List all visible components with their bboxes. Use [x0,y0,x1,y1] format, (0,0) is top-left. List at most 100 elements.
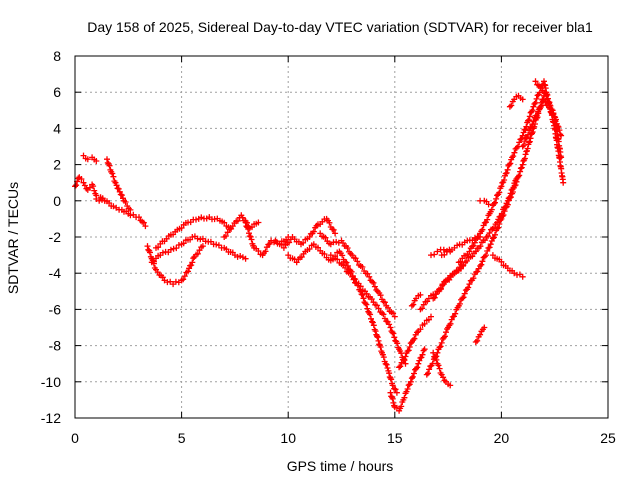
data-point [488,238,495,244]
data-point [519,273,526,280]
data-point [373,287,380,293]
data-point [388,376,395,383]
data-point [472,248,479,255]
data-point [558,132,565,139]
data-point [429,360,436,367]
data-point [348,268,355,275]
data-point [242,219,249,226]
data-point [383,361,390,368]
data-point [447,382,454,389]
data-point [550,110,557,117]
data-point [486,244,493,251]
series-arc24 [455,78,567,266]
data-point [410,301,417,308]
data-point [434,349,441,356]
data-point [115,185,122,192]
data-point [496,189,503,196]
data-point [508,102,515,109]
data-point [390,399,397,406]
data-point [310,228,317,235]
data-point [554,123,561,130]
data-point [455,267,461,274]
data-point [142,223,149,230]
data-point [484,248,491,254]
data-point [406,344,413,350]
data-point [81,182,88,189]
data-point [374,334,381,341]
y-tick-label: 6 [53,84,61,100]
data-point [213,241,220,248]
data-point [431,251,438,258]
data-point [371,283,378,290]
data-point [255,219,262,226]
data-point [560,179,567,186]
data-point [526,113,533,120]
data-point [234,217,241,224]
data-point [425,316,432,323]
data-point [334,256,341,263]
series-arc21 [423,92,547,378]
data-point [417,291,424,298]
data-point [93,158,100,164]
data-point [483,252,489,259]
data-point [185,268,191,275]
series-arc2 [80,152,100,164]
data-point [489,235,496,242]
data-point [404,348,411,355]
data-point [502,170,509,177]
data-point [175,242,182,248]
data-point [375,305,382,312]
data-point [401,356,408,363]
data-point [485,201,492,208]
data-point [90,183,97,190]
data-point [521,155,528,162]
data-point [391,334,398,341]
data-point [437,343,444,350]
data-point [370,279,377,286]
data-point [492,199,498,206]
data-point [280,244,287,251]
data-point [344,263,351,269]
data-point [546,99,553,106]
x-tick-label: 10 [280,430,296,446]
data-points [72,78,567,414]
data-point [494,219,501,226]
data-point [375,337,382,344]
data-point [159,249,166,256]
data-point [370,322,377,329]
data-point [393,389,400,396]
data-point [369,319,376,326]
data-point [511,149,518,156]
data-point [428,313,434,320]
data-point [368,296,375,302]
data-point [517,168,524,175]
data-point [503,169,510,176]
data-point [367,311,374,318]
data-point [492,231,498,238]
data-point [493,195,500,202]
data-point [402,360,409,367]
data-point [398,359,405,366]
y-tick-label: -8 [49,338,62,354]
series-arc17 [408,291,424,309]
data-point [438,339,445,346]
data-point [362,300,369,307]
data-point [221,219,228,226]
y-tick-label: -4 [49,265,62,281]
data-point [373,302,380,309]
data-point [104,156,110,163]
data-point [401,394,408,401]
data-point [482,237,488,244]
data-point [155,244,162,251]
data-point [386,321,393,328]
series-arc18 [428,246,454,259]
data-point [106,162,113,169]
data-point [533,112,540,119]
data-point [532,112,539,119]
data-point [389,395,396,402]
data-point [414,329,420,336]
data-point [522,151,529,158]
data-point [461,290,468,297]
data-point [194,250,201,257]
series-arc9 [242,219,292,259]
